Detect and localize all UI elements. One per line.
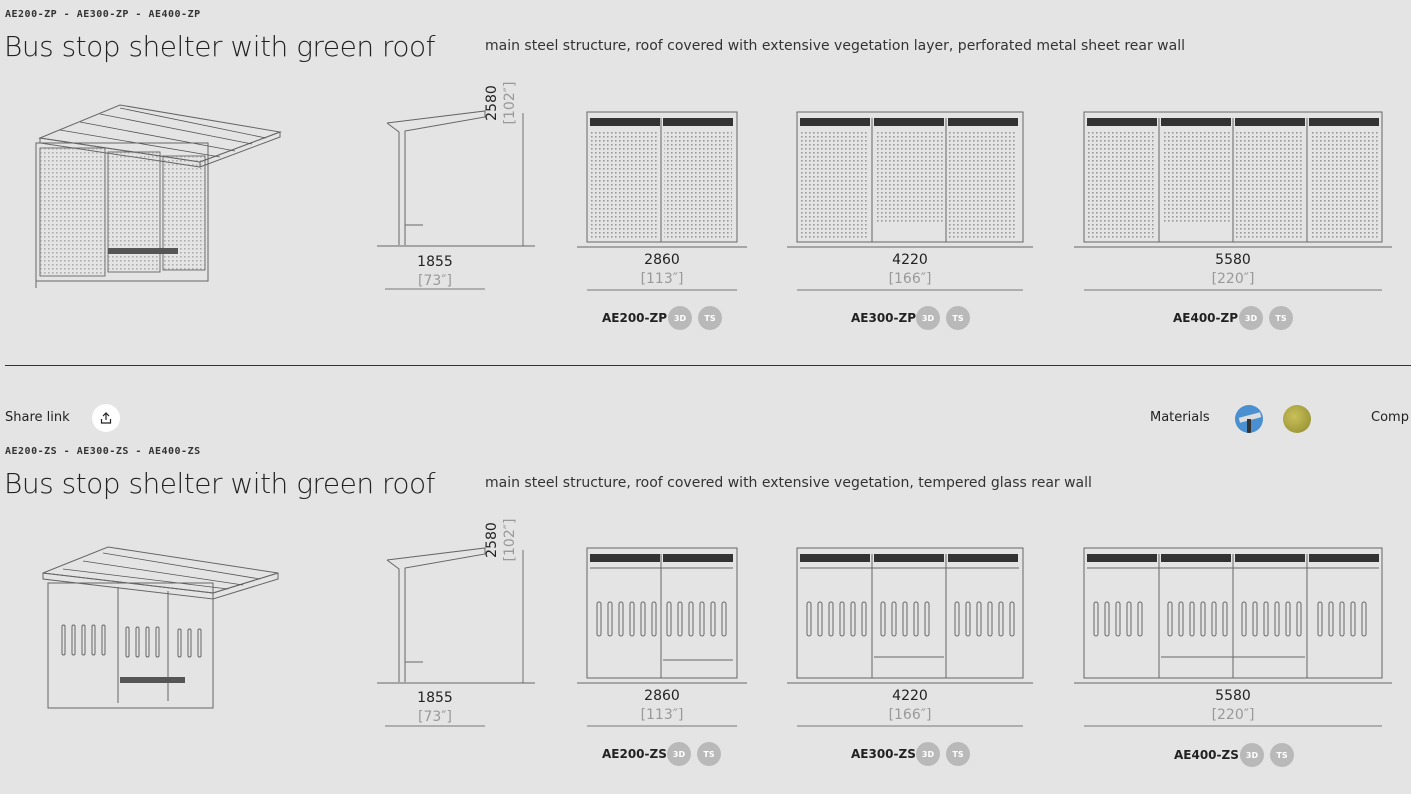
3d-model-button[interactable]: 3D [1240, 743, 1264, 767]
front-elevation-drawing [787, 111, 1033, 291]
side-elevation-drawing [377, 110, 535, 290]
height-dimension-inches: [102″] [502, 81, 518, 125]
width-dimension: 4220 [892, 252, 928, 268]
tech-sheet-button[interactable]: TS [1269, 306, 1293, 330]
tech-sheet-button[interactable]: TS [946, 306, 970, 330]
height-dimension: 2580 [484, 522, 500, 558]
width-dimension-inches: [113″] [640, 707, 684, 723]
front-elevation-drawing [1074, 111, 1392, 291]
front-elevation-drawing [577, 547, 747, 727]
shelter-perspective-image [42, 546, 279, 709]
width-dimension: 2860 [644, 688, 680, 704]
front-elevation-drawing [577, 111, 747, 291]
model-codes: AE200-ZS - AE300-ZS - AE400-ZS [5, 446, 201, 457]
model-name[interactable]: AE200-ZS [602, 747, 667, 761]
model-name[interactable]: AE400-ZS [1174, 748, 1239, 762]
model-name[interactable]: AE300-ZS [851, 747, 916, 761]
model-codes: AE200-ZP - AE300-ZP - AE400-ZP [5, 9, 201, 20]
share-link-label[interactable]: Share link [5, 410, 70, 425]
front-elevation-drawing [787, 547, 1033, 727]
materials-label: Materials [1150, 410, 1210, 425]
section-title: Bus stop shelter with green roof [4, 467, 436, 500]
height-dimension-inches: [102″] [502, 518, 518, 562]
depth-dimension-inches: [73″] [418, 709, 452, 725]
shelter-perspective-image [35, 104, 282, 288]
components-label[interactable]: Comp [1371, 410, 1409, 425]
height-dimension: 2580 [484, 85, 500, 121]
3d-model-button[interactable]: 3D [916, 306, 940, 330]
section-title: Bus stop shelter with green roof [4, 30, 436, 63]
model-name[interactable]: AE400-ZP [1173, 311, 1239, 325]
model-name[interactable]: AE300-ZP [851, 311, 917, 325]
depth-dimension: 1855 [417, 254, 453, 270]
depth-dimension-inches: [73″] [418, 273, 452, 289]
tech-sheet-button[interactable]: TS [1270, 743, 1294, 767]
width-dimension-inches: [220″] [1211, 707, 1255, 723]
width-dimension-inches: [166″] [888, 271, 932, 287]
width-dimension-inches: [166″] [888, 707, 932, 723]
width-dimension: 2860 [644, 252, 680, 268]
width-dimension-inches: [220″] [1211, 271, 1255, 287]
share-icon[interactable] [92, 404, 120, 432]
front-elevation-drawing [1074, 547, 1392, 727]
3d-model-button[interactable]: 3D [916, 742, 940, 766]
side-elevation-drawing [377, 547, 535, 727]
width-dimension: 5580 [1215, 252, 1251, 268]
width-dimension: 4220 [892, 688, 928, 704]
3d-model-button[interactable]: 3D [667, 742, 691, 766]
width-dimension: 5580 [1215, 688, 1251, 704]
section-description: main steel structure, roof covered with … [485, 475, 1092, 491]
depth-dimension: 1855 [417, 690, 453, 706]
tech-sheet-button[interactable]: TS [946, 742, 970, 766]
tech-sheet-button[interactable]: TS [697, 742, 721, 766]
model-name[interactable]: AE200-ZP [602, 311, 668, 325]
3d-model-button[interactable]: 3D [1239, 306, 1263, 330]
section-description: main steel structure, roof covered with … [485, 38, 1185, 54]
width-dimension-inches: [113″] [640, 271, 684, 287]
3d-model-button[interactable]: 3D [668, 306, 692, 330]
section-divider [5, 365, 1411, 366]
steel-material-icon[interactable] [1235, 405, 1263, 433]
tech-sheet-button[interactable]: TS [698, 306, 722, 330]
vegetation-material-icon[interactable] [1283, 405, 1311, 433]
